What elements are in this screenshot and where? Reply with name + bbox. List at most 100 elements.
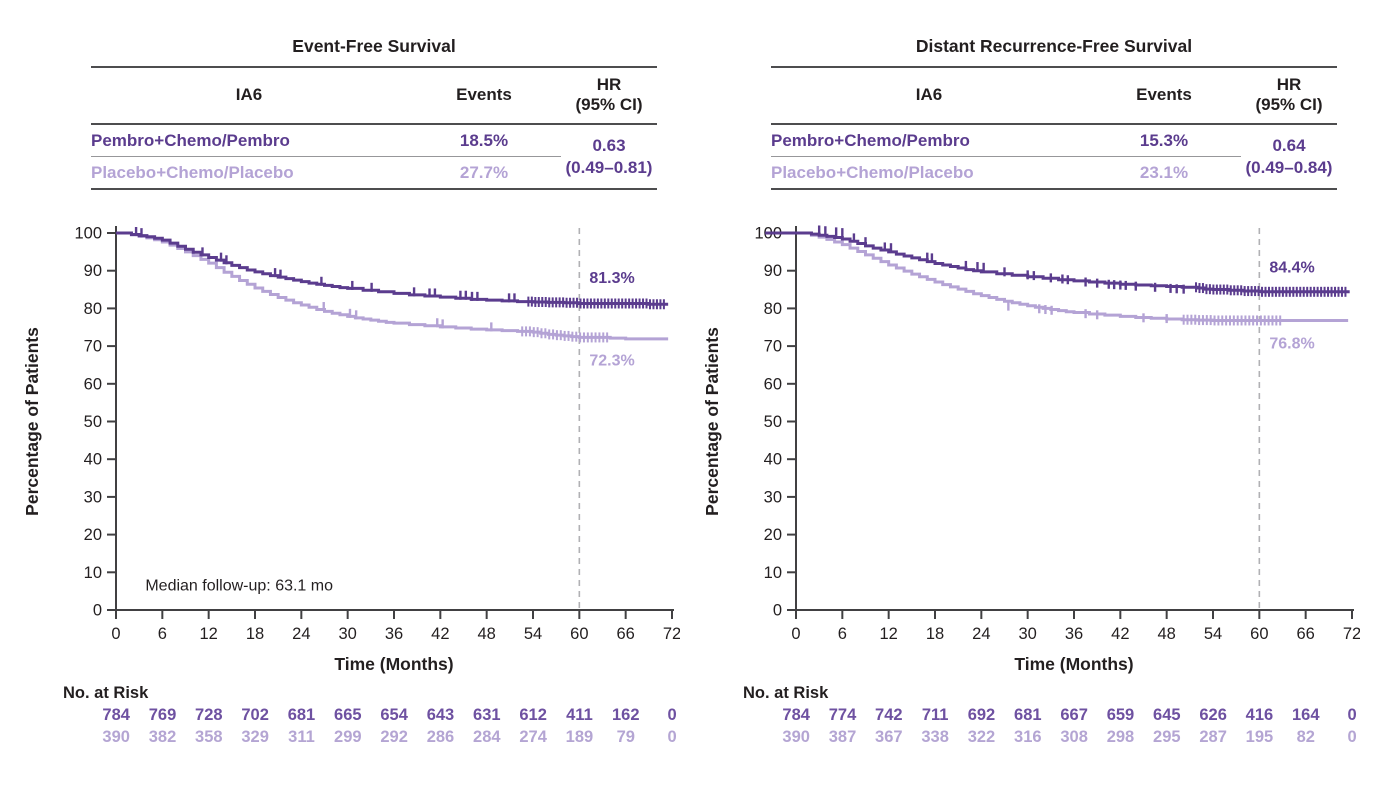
y-tick-label: 30	[764, 488, 782, 506]
risk-count: 681	[1014, 706, 1042, 725]
censor-tick	[817, 225, 821, 235]
censor-tick	[1038, 304, 1041, 314]
censor-tick	[521, 326, 524, 337]
censor-tick	[579, 298, 582, 309]
censor-tick	[1299, 286, 1302, 297]
censor-tick	[1209, 315, 1212, 326]
censor-tick	[1050, 305, 1053, 315]
censor-tick	[1169, 284, 1172, 294]
censor-tick	[1292, 286, 1295, 297]
censor-tick	[1278, 286, 1281, 297]
censor-tick	[603, 298, 606, 309]
censor-tick	[1195, 282, 1198, 293]
risk-count: 316	[1014, 728, 1042, 747]
y-tick-label: 70	[764, 338, 782, 356]
x-axis-title: Time (Months)	[334, 654, 453, 674]
x-tick-label: 66	[1296, 625, 1314, 643]
risk-count: 769	[148, 706, 177, 725]
censor-tick	[527, 296, 530, 307]
censor-tick	[1221, 315, 1224, 326]
censor-tick	[1112, 280, 1116, 290]
risk-count: 195	[1245, 728, 1274, 747]
events-value-pembro: 15.3%	[1087, 125, 1241, 158]
censor-tick	[528, 326, 531, 337]
x-tick-label: 12	[199, 625, 217, 643]
censor-tick	[134, 227, 138, 237]
arm-label-placebo: Placebo+Chemo/Placebo	[91, 163, 294, 183]
x-tick-label: 18	[246, 625, 264, 643]
at-risk-label: No. at Risk	[743, 684, 829, 703]
hazard-ratio-cell: 0.64 (0.49–0.84)	[1245, 136, 1333, 177]
censor-tick	[436, 318, 439, 328]
censor-tick	[982, 262, 985, 272]
censor-tick	[582, 332, 585, 343]
censor-tick	[1226, 284, 1229, 295]
km-curve-light	[116, 231, 669, 341]
censor-tick	[459, 290, 462, 300]
censor-tick	[841, 228, 844, 238]
censor-tick	[1201, 315, 1204, 326]
censor-tick	[320, 276, 323, 286]
risk-count: 665	[334, 706, 362, 725]
censor-tick	[1205, 284, 1208, 295]
censor-tick	[464, 290, 468, 300]
y-tick-label: 100	[74, 225, 102, 243]
risk-count: 189	[565, 728, 594, 747]
censor-tick	[1274, 286, 1277, 297]
y-tick-label: 70	[84, 338, 102, 356]
risk-count: 626	[1199, 706, 1227, 725]
censor-tick	[1222, 284, 1225, 295]
censor-tick	[1217, 315, 1220, 326]
censor-tick	[593, 298, 596, 309]
censor-tick	[635, 298, 638, 309]
censor-tick	[490, 322, 493, 332]
x-tick-label: 36	[1065, 625, 1083, 643]
censor-tick	[1256, 315, 1259, 326]
censor-tick	[541, 297, 544, 308]
censor-tick	[1066, 275, 1070, 285]
censor-tick	[1026, 270, 1029, 280]
risk-count: 292	[380, 728, 408, 747]
censor-tick	[1142, 313, 1145, 323]
censor-tick	[562, 297, 565, 308]
risk-count: 692	[967, 706, 996, 725]
censor-tick	[1264, 286, 1267, 297]
censor-tick	[1243, 286, 1246, 297]
column-header-arm: IA6	[91, 68, 407, 126]
censor-tick	[412, 287, 416, 297]
y-tick-label: 0	[773, 602, 782, 620]
censor-tick	[1302, 286, 1305, 297]
censor-tick	[548, 329, 551, 340]
censor-tick	[1003, 267, 1006, 277]
column-header-events: Events	[407, 68, 561, 126]
censor-tick	[600, 298, 603, 309]
censor-tick	[1259, 315, 1262, 326]
censor-tick	[470, 291, 474, 301]
events-value-pembro: 18.5%	[407, 125, 561, 158]
censor-tick	[926, 252, 929, 262]
risk-count: 0	[667, 706, 677, 725]
risk-count: 784	[102, 706, 130, 725]
censor-tick	[1182, 284, 1185, 294]
censor-tick	[590, 332, 593, 343]
x-tick-label: 24	[292, 625, 310, 643]
x-tick-label: 36	[385, 625, 403, 643]
censor-tick	[1205, 315, 1208, 326]
risk-count: 164	[1292, 706, 1320, 725]
events-value-placebo: 23.1%	[1139, 163, 1189, 183]
median-followup-annotation: Median follow-up: 63.1 mo	[145, 577, 333, 594]
risk-count: 784	[782, 706, 810, 725]
y-axis-title: Percentage of Patients	[22, 327, 42, 516]
summary-table-efs: Event-Free Survival IA6 Events HR (95% C…	[91, 36, 657, 191]
risk-count: 367	[875, 728, 903, 747]
y-tick-label: 20	[764, 526, 782, 544]
censor-tick	[1244, 315, 1247, 326]
censor-tick	[536, 327, 539, 338]
risk-count: 287	[1199, 728, 1227, 747]
censor-tick	[351, 281, 354, 291]
y-tick-label: 90	[764, 262, 782, 280]
censor-tick	[1240, 315, 1243, 326]
censor-tick	[976, 262, 979, 272]
censor-tick	[1095, 310, 1099, 320]
at-risk-section: No. at Risk 784 774 742 711 692 681 667 659 645 6…	[700, 682, 1360, 748]
